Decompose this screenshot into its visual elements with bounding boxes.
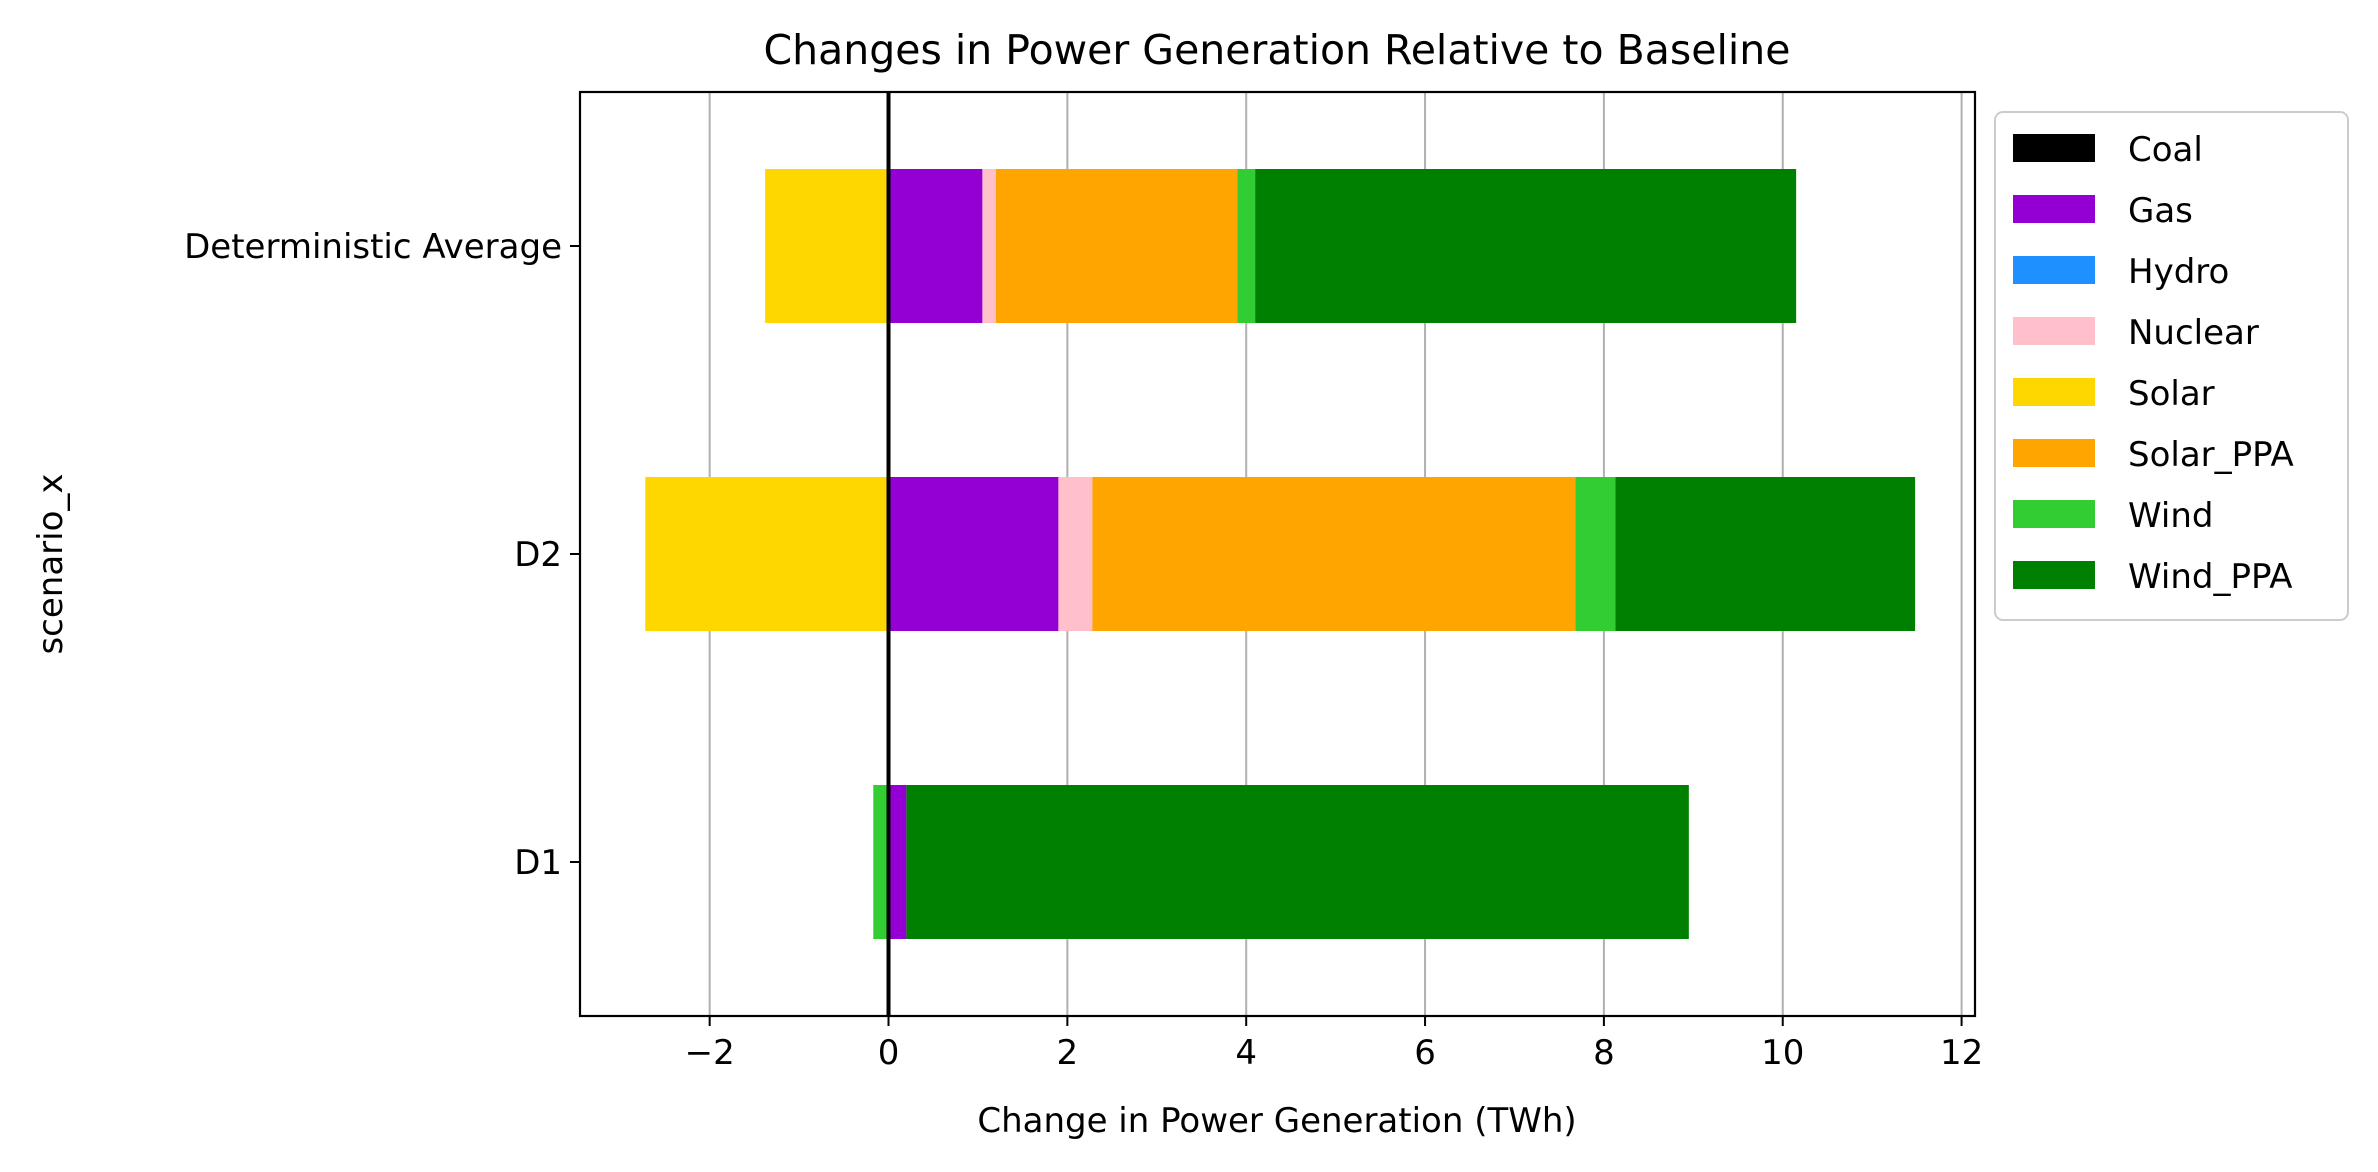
legend-label-gas: Gas [2128,191,2193,231]
bar-wind-ppa-d1 [906,785,1689,939]
legend-swatch-solar-ppa [2013,439,2095,467]
bar-nuclear-d2 [1058,477,1093,631]
y-axis-title: scenario_x [31,473,71,654]
bar-wind-ppa-deterministic-average [1255,169,1797,323]
x-tick-label: 6 [1414,1033,1436,1073]
legend-swatch-solar [2013,378,2095,406]
legend-swatch-wind-ppa [2013,561,2095,589]
y-tick-label: Deterministic Average [184,227,562,267]
bar-wind-d1 [873,785,889,939]
y-tick-label: D2 [514,535,562,575]
legend-label-nuclear: Nuclear [2128,313,2259,353]
bar-gas-d2 [888,477,1059,631]
legend-label-wind-ppa: Wind_PPA [2128,557,2293,597]
x-tick-label: 8 [1593,1033,1615,1073]
bar-solar-deterministic-average [765,169,889,323]
legend-swatch-gas [2013,195,2095,223]
x-tick-label: 2 [1057,1033,1079,1073]
y-tick-label: D1 [514,843,562,883]
legend: Coal Gas Hydro Nuclear Solar Solar_PPA Wind Win… [1994,111,2349,621]
bar-wind-d2 [1575,477,1616,631]
bar-gas-deterministic-average [888,169,983,323]
x-tick-label: 0 [878,1033,900,1073]
bars [645,169,1916,939]
bar-nuclear-deterministic-average [982,169,996,323]
legend-label-hydro: Hydro [2128,252,2229,292]
legend-label-wind: Wind [2128,496,2213,536]
x-tick-label: −2 [685,1033,735,1073]
x-axis-ticks: −2 0 2 4 6 8 10 12 [685,1016,1983,1073]
legend-swatch-wind [2013,500,2095,528]
x-tick-label: 4 [1235,1033,1257,1073]
bar-solar-ppa-d2 [1092,477,1576,631]
legend-swatch-hydro [2013,256,2095,284]
legend-label-coal: Coal [2128,130,2203,170]
legend-swatch-coal [2013,134,2095,162]
x-tick-label: 12 [1940,1033,1983,1073]
bar-gas-d1 [888,785,907,939]
bar-solar-ppa-deterministic-average [995,169,1238,323]
legend-box [1994,111,2349,621]
bar-solar-d2 [645,477,889,631]
bar-wind-deterministic-average [1237,169,1256,323]
legend-label-solar-ppa: Solar_PPA [2128,435,2294,475]
legend-label-solar: Solar [2128,374,2215,414]
chart-title: Changes in Power Generation Relative to … [764,26,1791,74]
x-tick-label: 10 [1761,1033,1804,1073]
x-axis-title: Change in Power Generation (TWh) [977,1101,1576,1141]
y-axis-ticks: D1 D2 Deterministic Average [184,227,580,883]
legend-swatch-nuclear [2013,317,2095,345]
bar-wind-ppa-d2 [1615,477,1916,631]
